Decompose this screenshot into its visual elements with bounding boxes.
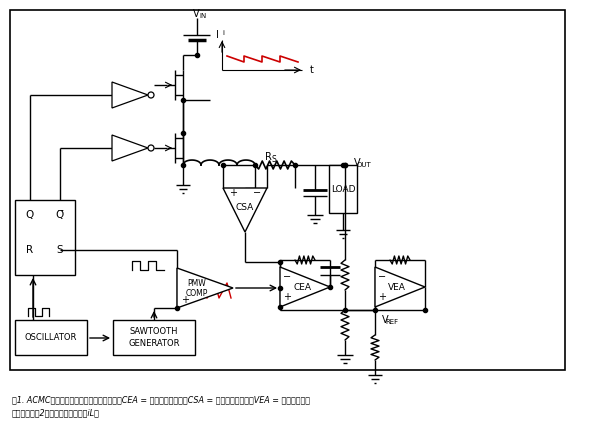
Polygon shape: [280, 267, 330, 307]
Text: −: −: [283, 272, 291, 282]
Text: S: S: [272, 155, 277, 164]
Text: +: +: [283, 292, 291, 302]
Text: R: R: [265, 152, 271, 162]
Text: VEA: VEA: [388, 282, 406, 291]
Text: R: R: [26, 245, 34, 255]
Polygon shape: [223, 188, 267, 232]
Text: t: t: [310, 65, 314, 75]
Text: COMP: COMP: [186, 288, 208, 297]
Circle shape: [148, 92, 154, 98]
Text: S: S: [56, 245, 64, 255]
Bar: [15, 320, 87, 355]
Polygon shape: [112, 135, 148, 161]
Text: REF: REF: [385, 319, 398, 325]
Text: V: V: [193, 9, 199, 19]
Text: +: +: [229, 188, 237, 198]
Text: V: V: [353, 158, 361, 168]
Text: 图1. ACMC降压转换器的功能框图。框图中，CEA = 电流误差放大器，CSA = 电流检测放大器，VEA = 电压误差放大: 图1. ACMC降压转换器的功能框图。框图中，CEA = 电流误差放大器，CSA…: [12, 395, 310, 404]
Text: CEA: CEA: [293, 282, 311, 291]
Text: +: +: [181, 295, 189, 305]
Text: I: I: [215, 30, 218, 40]
Text: Q̅: Q̅: [56, 210, 64, 220]
Text: SAWTOOTH: SAWTOOTH: [130, 327, 178, 336]
Bar: [113, 320, 195, 355]
Text: PMW: PMW: [188, 279, 206, 288]
Text: −: −: [253, 188, 261, 198]
Bar: [15, 200, 75, 275]
Text: 器。下文和图2讨论了电感电流信号iL。: 器。下文和图2讨论了电感电流信号iL。: [12, 408, 100, 417]
Text: V: V: [382, 315, 388, 325]
Text: GENERATOR: GENERATOR: [128, 339, 180, 349]
Polygon shape: [112, 82, 148, 108]
Bar: [329, 165, 357, 213]
Text: IN: IN: [199, 13, 206, 19]
Text: −: −: [378, 272, 386, 282]
Polygon shape: [177, 268, 233, 308]
Text: CSA: CSA: [236, 203, 254, 211]
Text: OSCILLATOR: OSCILLATOR: [25, 333, 77, 343]
Circle shape: [148, 145, 154, 151]
Bar: [10, 10, 565, 370]
Polygon shape: [375, 267, 425, 307]
Text: OUT: OUT: [356, 162, 371, 168]
Text: LOAD: LOAD: [331, 184, 355, 194]
Text: Q: Q: [26, 210, 34, 220]
Text: +: +: [378, 292, 386, 302]
Text: i: i: [222, 30, 224, 36]
